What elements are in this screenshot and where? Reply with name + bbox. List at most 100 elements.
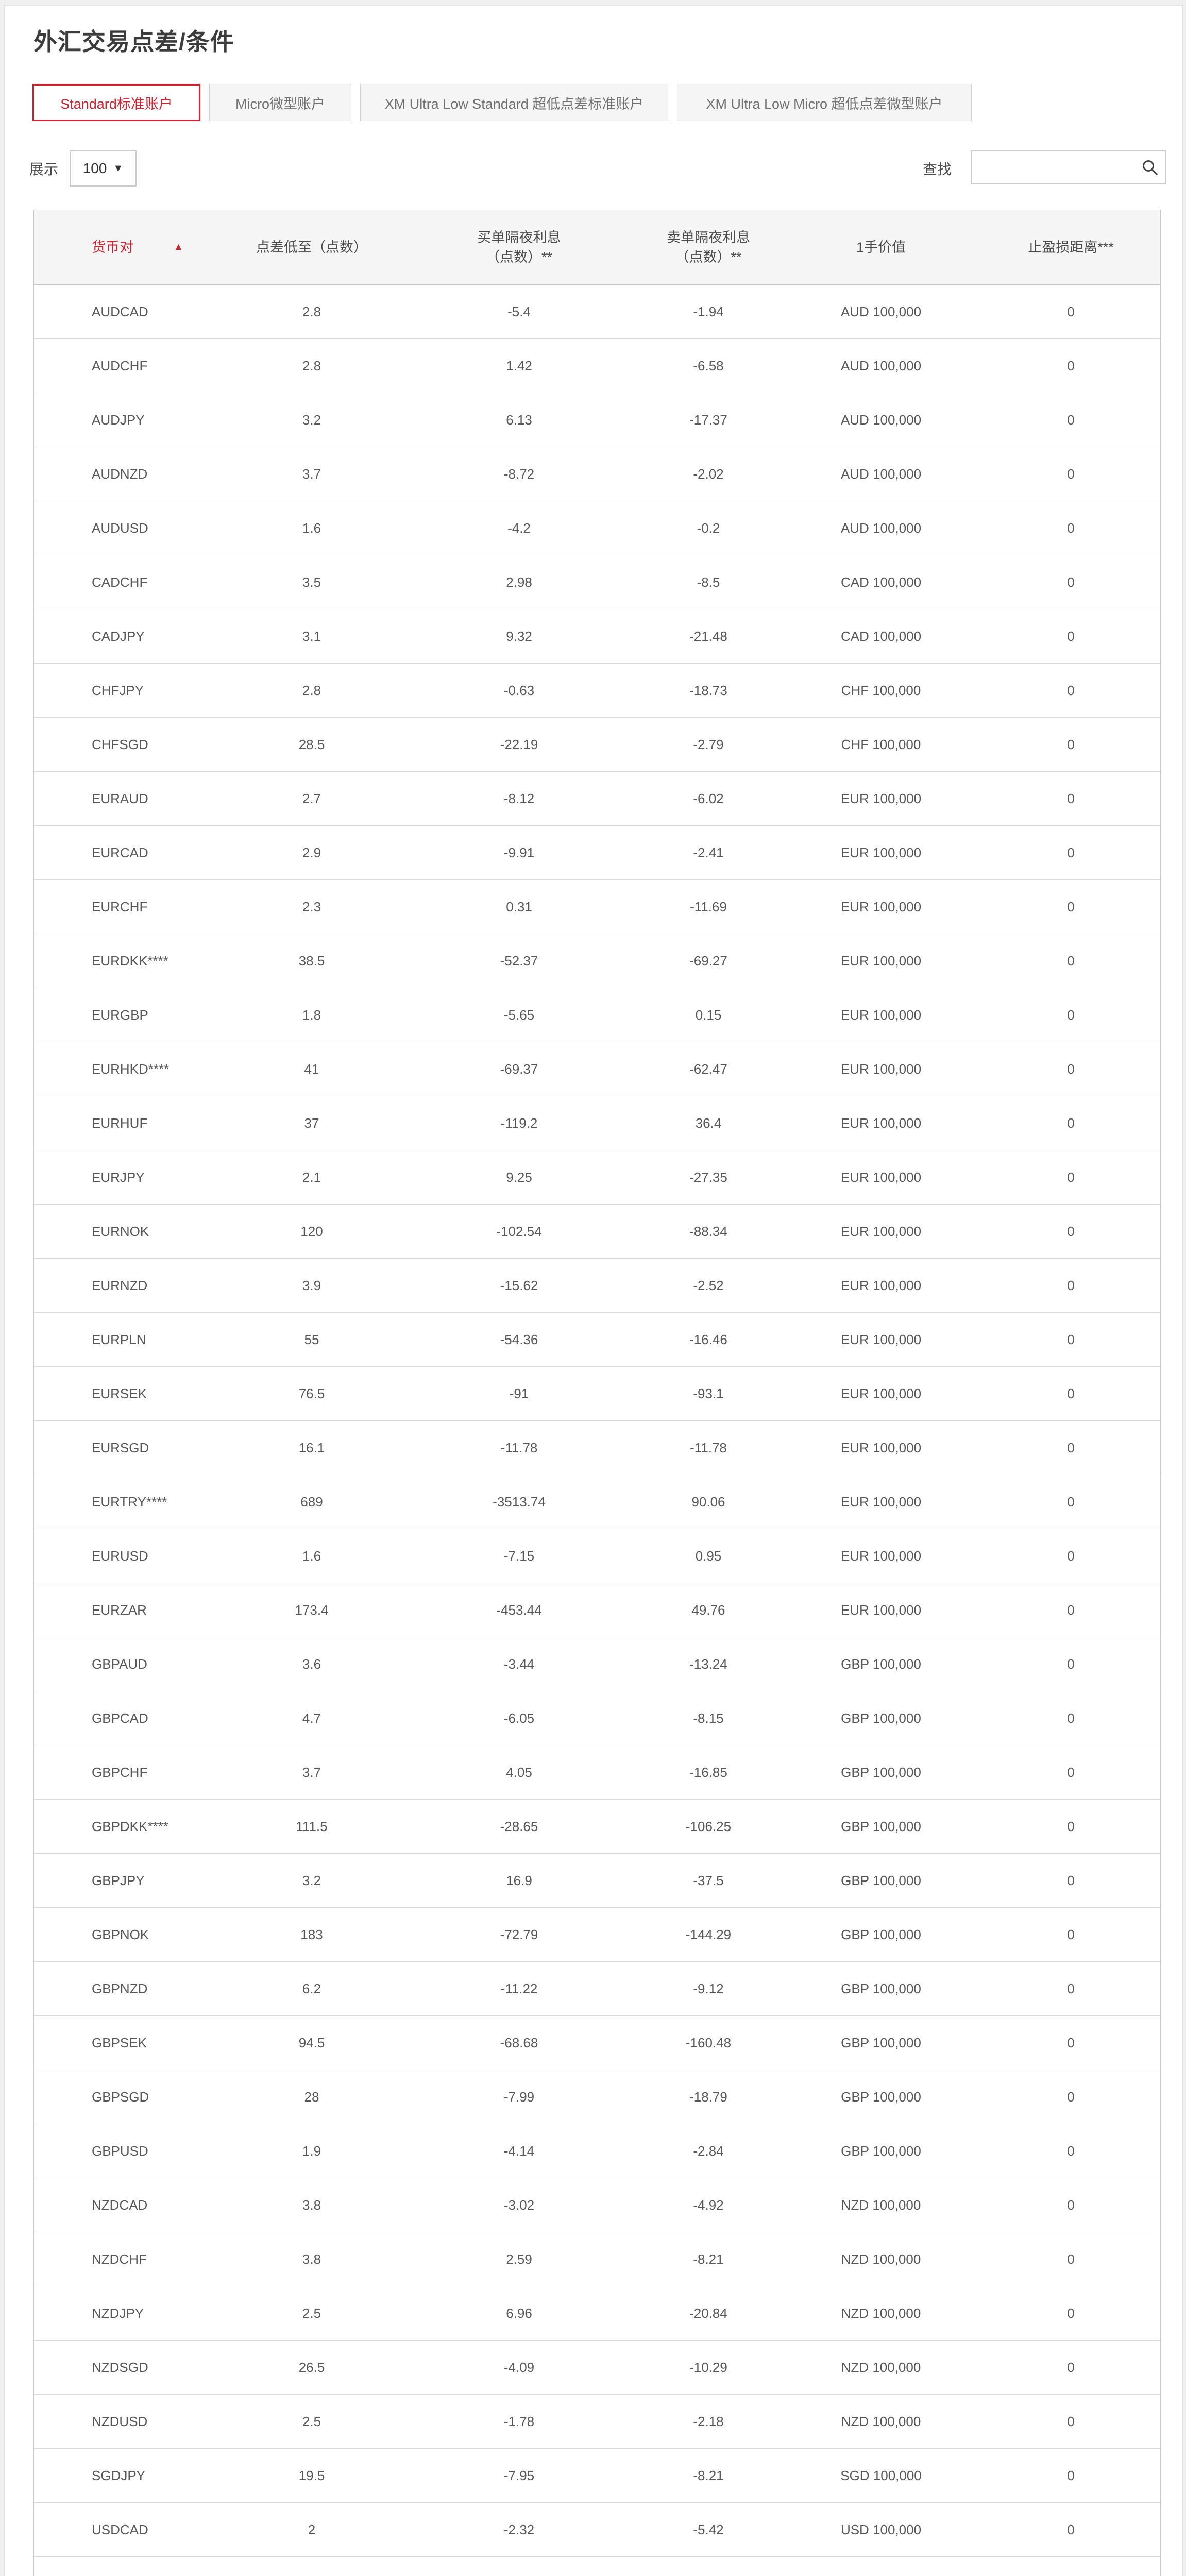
cell-stop-distance: 0 (1067, 899, 1075, 914)
cell-stop-distance: 0 (1067, 953, 1075, 969)
cell-pair: GBPNOK (92, 1926, 149, 1942)
cell-lot-value: NZD 100,000 (841, 2197, 921, 2213)
cell-sell-swap: -160.48 (685, 2035, 732, 2050)
cell-sell-swap: -37.5 (693, 1872, 724, 1888)
cell-pair: EURCHF (92, 899, 148, 914)
cell-pair: EURGBP (92, 1007, 148, 1023)
search-icon[interactable] (1141, 159, 1159, 176)
cell-stop-distance: 0 (1067, 1061, 1075, 1077)
cell-buy-swap: -22.19 (500, 736, 538, 752)
cell-lot-value: NZD 100,000 (841, 2413, 921, 2429)
cell-lot-value: AUD 100,000 (840, 466, 922, 482)
table-row: GBPSEK 94.5 -68.68 -160.48 GBP 100,000 0 (34, 2016, 1160, 2070)
cell-sell-swap: -6.58 (693, 358, 724, 374)
table-row: EURGBP 1.8 -5.65 0.15 EUR 100,000 0 (34, 988, 1160, 1042)
cell-spread: 26.5 (298, 2359, 325, 2375)
cell-lot-value: AUD 100,000 (840, 358, 922, 374)
cell-sell-swap: -8.21 (693, 2467, 724, 2483)
cell-lot-value: EUR 100,000 (840, 1331, 922, 1347)
cell-stop-distance: 0 (1067, 1223, 1075, 1239)
cell-stop-distance: 0 (1067, 844, 1075, 860)
search-input[interactable] (976, 151, 1138, 184)
table-row: EURZAR 173.4 -453.44 49.76 EUR 100,000 0 (34, 1583, 1160, 1637)
cell-buy-swap: -91 (509, 1385, 529, 1401)
cell-buy-swap: -453.44 (496, 1602, 542, 1618)
cell-pair: AUDCHF (92, 358, 148, 374)
cell-buy-swap: -28.65 (500, 1818, 538, 1834)
cell-lot-value: EUR 100,000 (840, 1548, 922, 1564)
table-row: EURHUF 37 -119.2 36.4 EUR 100,000 0 (34, 1096, 1160, 1150)
cell-sell-swap: -6.02 (693, 790, 724, 806)
account-tab[interactable]: XM Ultra Low Micro 超低点差微型账户 (677, 84, 972, 121)
cell-sell-swap: -9.12 (693, 1980, 724, 1996)
account-tab-label: Standard标准账户 (60, 96, 173, 112)
table-row: EURCHF 2.3 0.31 -11.69 EUR 100,000 0 (34, 880, 1160, 934)
cell-pair: GBPNZD (92, 1980, 148, 1996)
cell-spread: 2.8 (302, 303, 321, 319)
cell-spread: 19.5 (298, 2467, 325, 2483)
cell-buy-swap: -3.44 (503, 1656, 535, 1672)
cell-buy-swap: 2.98 (506, 574, 532, 590)
cell-pair: EURSGD (92, 1439, 149, 1455)
cell-buy-swap: 1.42 (506, 358, 532, 374)
column-header-spread[interactable]: 点差低至（点数） (256, 240, 367, 255)
page-size-select[interactable]: 100 ▼ (70, 150, 137, 187)
column-header-buy-swap[interactable]: 买单隔夜利息 （点数）** (477, 230, 561, 265)
cell-stop-distance: 0 (1067, 1764, 1075, 1780)
cell-pair: GBPDKK**** (92, 1818, 168, 1834)
cell-pair: CADCHF (92, 574, 148, 590)
cell-sell-swap: -88.34 (689, 1223, 727, 1239)
cell-spread: 3.1 (302, 628, 321, 644)
cell-stop-distance: 0 (1067, 1277, 1075, 1293)
account-tab[interactable]: Standard标准账户 (32, 84, 200, 121)
cell-pair: EURHUF (92, 1115, 148, 1131)
cell-sell-swap: -5.42 (693, 2521, 724, 2537)
cell-buy-swap: 16.9 (506, 1872, 532, 1888)
cell-sell-swap: -144.29 (685, 1926, 732, 1942)
cell-lot-value: AUD 100,000 (840, 303, 922, 319)
cell-buy-swap: -8.72 (503, 466, 535, 482)
cell-pair: EURHKD**** (92, 1061, 170, 1077)
cell-lot-value: CAD 100,000 (840, 628, 922, 644)
cell-pair: CHFSGD (92, 736, 148, 752)
table-row: GBPCAD 4.7 -6.05 -8.15 GBP 100,000 0 (34, 1691, 1160, 1745)
cell-pair: EURJPY (92, 1169, 145, 1185)
cell-sell-swap: -106.25 (685, 1818, 732, 1834)
cell-stop-distance: 0 (1067, 2143, 1075, 2159)
account-tab-label: XM Ultra Low Standard 超低点差标准账户 (384, 96, 644, 112)
cell-lot-value: EUR 100,000 (840, 844, 922, 860)
cell-stop-distance: 0 (1067, 2197, 1075, 2213)
cell-buy-swap: -119.2 (500, 1115, 538, 1131)
table-row: AUDUSD 1.6 -4.2 -0.2 AUD 100,000 0 (34, 501, 1160, 555)
table-row: NZDCHF 3.8 2.59 -8.21 NZD 100,000 0 (34, 2232, 1160, 2286)
column-header-sell-swap[interactable]: 卖单隔夜利息 （点数）** (667, 230, 750, 265)
cell-sell-swap: -2.02 (693, 466, 724, 482)
cell-stop-distance: 0 (1067, 682, 1075, 698)
table-row: EURSGD 16.1 -11.78 -11.78 EUR 100,000 0 (34, 1421, 1160, 1475)
account-tab[interactable]: XM Ultra Low Standard 超低点差标准账户 (360, 84, 668, 121)
cell-lot-value: EUR 100,000 (840, 1007, 922, 1023)
column-header-stop-distance[interactable]: 止盈损距离*** (1028, 240, 1114, 255)
column-header-lot-value[interactable]: 1手价值 (856, 240, 906, 255)
cell-stop-distance: 0 (1067, 303, 1075, 319)
column-header-pair[interactable]: 货币对 ▲ (34, 238, 222, 257)
cell-spread: 41 (304, 1061, 319, 1077)
cell-pair: EURNZD (92, 1277, 148, 1293)
cell-stop-distance: 0 (1067, 1331, 1075, 1347)
cell-lot-value: EUR 100,000 (840, 1494, 922, 1510)
cell-lot-value: GBP 100,000 (841, 1980, 921, 1996)
table-row: GBPCHF 3.7 4.05 -16.85 GBP 100,000 0 (34, 1745, 1160, 1800)
cell-buy-swap: -7.15 (503, 1548, 535, 1564)
cell-spread: 2.8 (302, 682, 321, 698)
cell-sell-swap: -16.46 (689, 1331, 727, 1347)
cell-sell-swap: -2.18 (693, 2413, 724, 2429)
cell-lot-value: EUR 100,000 (840, 1169, 922, 1185)
chevron-down-icon: ▼ (113, 162, 124, 174)
account-tab[interactable]: Micro微型账户 (209, 84, 351, 121)
cell-buy-swap: -0.63 (503, 682, 535, 698)
cell-stop-distance: 0 (1067, 1818, 1075, 1834)
cell-stop-distance: 0 (1067, 2467, 1075, 2483)
cell-buy-swap: 4.05 (506, 1764, 532, 1780)
cell-spread: 1.6 (302, 1548, 321, 1564)
cell-stop-distance: 0 (1067, 2413, 1075, 2429)
